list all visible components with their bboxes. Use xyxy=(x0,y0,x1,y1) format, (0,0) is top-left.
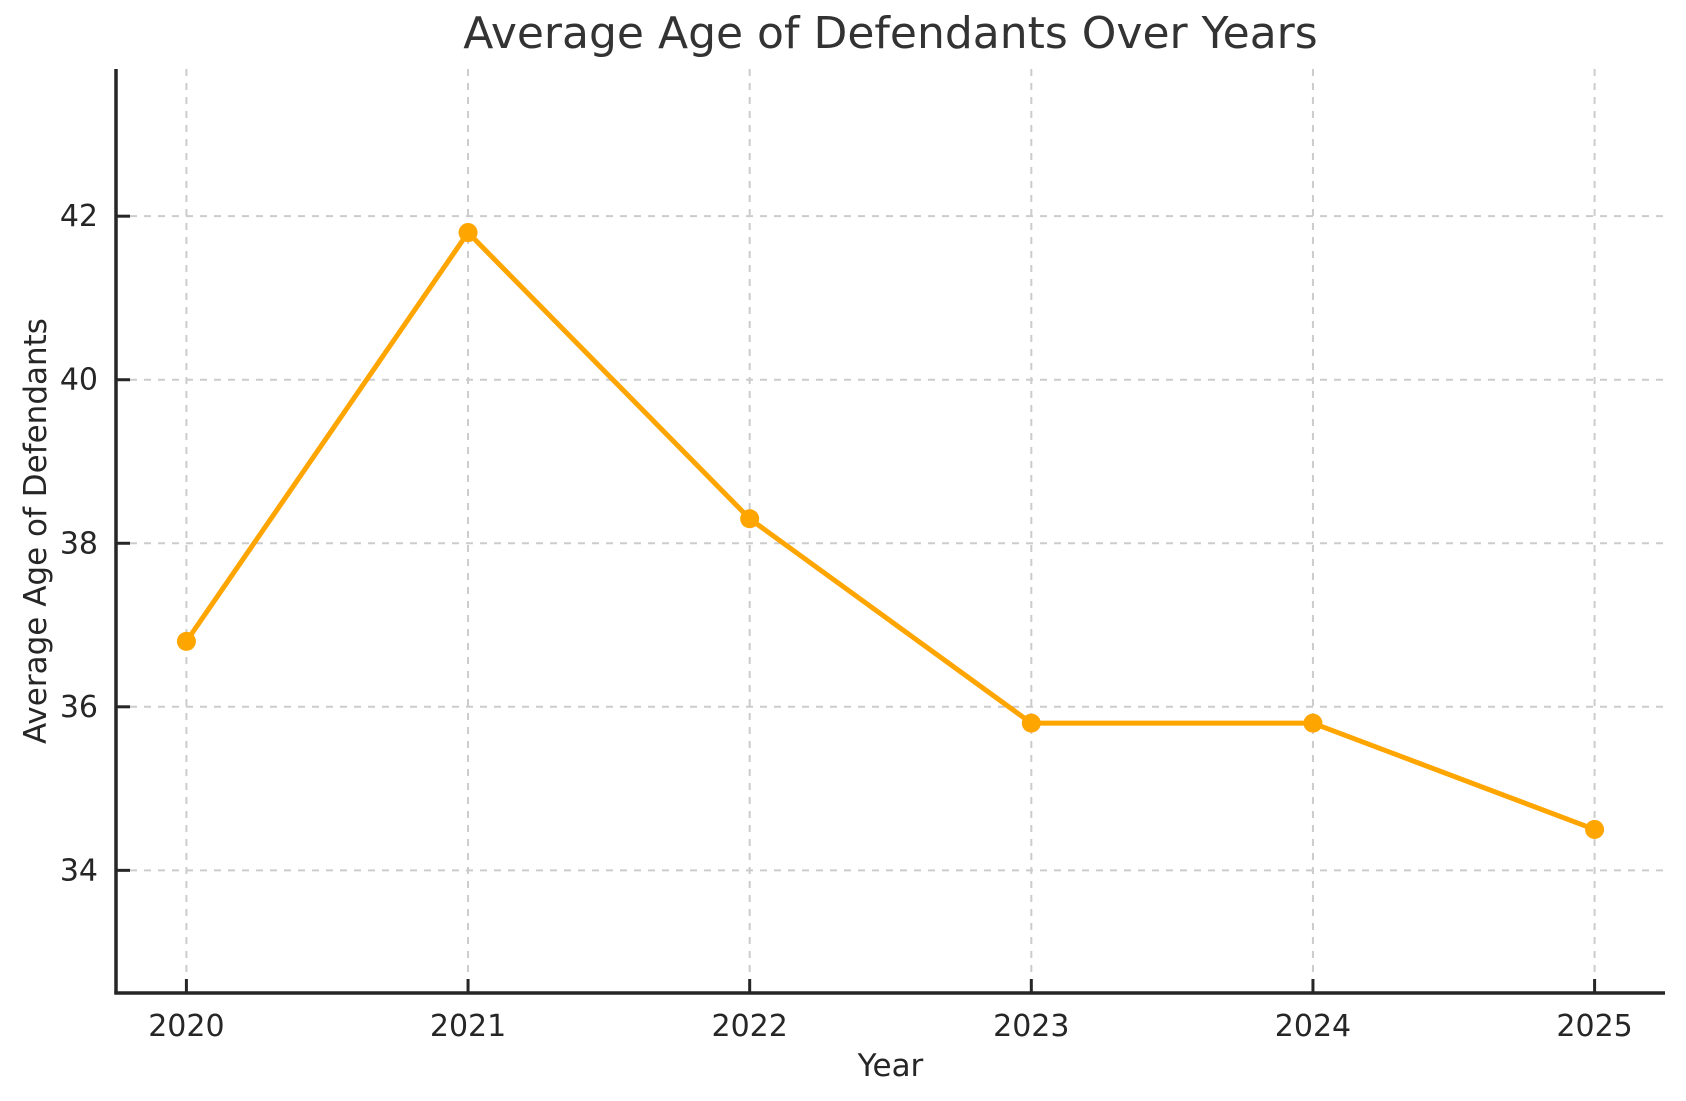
x-tick-label: 2021 xyxy=(430,1009,506,1044)
x-tick-label: 2024 xyxy=(1275,1009,1351,1044)
y-tick-label: 40 xyxy=(60,363,98,398)
y-tick-label: 36 xyxy=(60,690,98,725)
data-line xyxy=(183,230,1598,832)
x-tick-label: 2022 xyxy=(712,1009,788,1044)
data-point-marker xyxy=(176,631,196,651)
x-tick-label: 2025 xyxy=(1556,1009,1632,1044)
y-tick-label: 34 xyxy=(60,853,98,888)
y-tick-label: 42 xyxy=(60,199,98,234)
data-point-marker xyxy=(1303,713,1323,733)
data-point-marker xyxy=(1585,819,1605,839)
y-tick-label: 38 xyxy=(60,526,98,561)
data-point-marker xyxy=(458,223,478,243)
x-tick-label: 2020 xyxy=(148,1009,224,1044)
data-point-marker xyxy=(740,509,760,529)
data-point-marker xyxy=(1021,713,1041,733)
x-tick-label: 2023 xyxy=(993,1009,1069,1044)
x-axis-label: Year xyxy=(857,1048,924,1084)
chart-title: Average Age of Defendants Over Years xyxy=(463,8,1318,59)
